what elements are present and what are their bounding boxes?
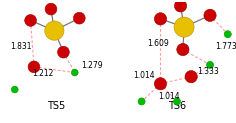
Circle shape <box>11 86 18 93</box>
Circle shape <box>138 98 145 105</box>
Text: 1.831: 1.831 <box>10 42 32 51</box>
Circle shape <box>174 17 194 37</box>
Circle shape <box>154 13 167 25</box>
Circle shape <box>28 61 40 73</box>
Circle shape <box>58 46 69 58</box>
Text: 1.609: 1.609 <box>148 39 169 48</box>
Text: TS6: TS6 <box>168 101 186 111</box>
Text: 1.279: 1.279 <box>82 61 103 70</box>
Circle shape <box>45 3 57 15</box>
Text: 1.014: 1.014 <box>158 92 180 101</box>
Text: 1.212: 1.212 <box>32 69 54 78</box>
Text: 1.773: 1.773 <box>215 41 236 51</box>
Text: TS5: TS5 <box>47 101 66 111</box>
Circle shape <box>173 98 181 105</box>
Circle shape <box>177 43 189 56</box>
Circle shape <box>25 15 37 26</box>
Text: 1.014: 1.014 <box>133 71 155 80</box>
Circle shape <box>71 69 78 76</box>
Circle shape <box>73 12 85 24</box>
Circle shape <box>204 9 216 22</box>
Circle shape <box>185 71 197 83</box>
Circle shape <box>174 0 187 12</box>
Text: 1.333: 1.333 <box>197 68 219 77</box>
Circle shape <box>154 78 167 90</box>
Circle shape <box>224 31 231 38</box>
Circle shape <box>206 61 214 68</box>
Circle shape <box>45 21 64 40</box>
